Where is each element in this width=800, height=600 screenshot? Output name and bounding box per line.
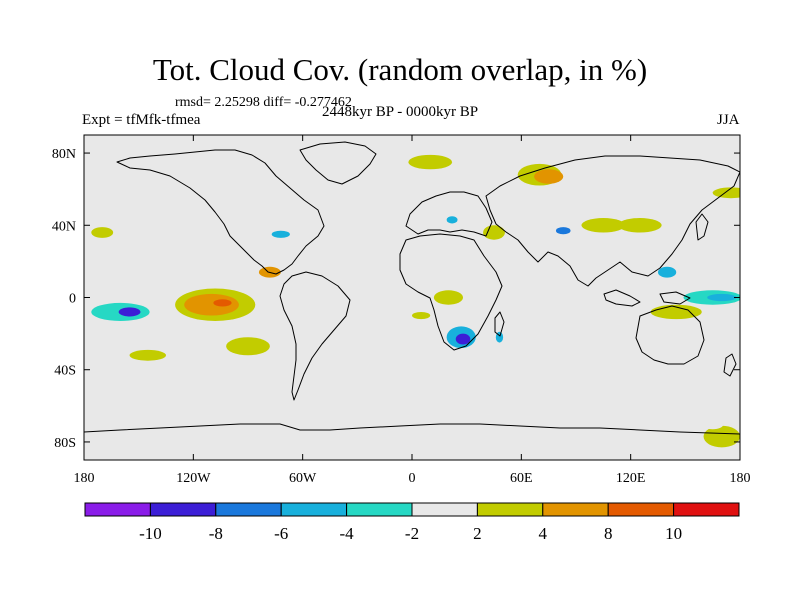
coast-new-guinea [659,291,691,305]
colorbar-swatch [476,502,544,517]
anomaly-blob [514,212,566,238]
colorbar-swatch [149,502,217,517]
anomaly-blob [446,216,458,224]
anomaly-blob [630,255,686,285]
x-tick-label: 0 [409,471,416,486]
colorbar-swatch [280,502,348,517]
anomaly-blob [588,246,618,258]
coast-japan [695,213,709,241]
anomaly-blob [483,225,505,240]
y-tick-label: 80S [54,436,76,451]
coast-south-america [279,271,351,401]
coast-madagascar [494,311,505,337]
anomaly-blob [319,225,341,237]
anomaly-blob [129,349,166,361]
x-tick-label: 60E [510,471,533,486]
y-tick-label: 80N [52,147,76,162]
anomaly-layer [84,154,740,448]
colorbar-swatch [542,502,609,517]
colorbar-swatch [411,502,478,517]
plot-title: Tot. Cloud Cov. (random overlap, in %) [152,52,648,87]
colorbar-label: 8 [604,524,613,543]
anomaly-blob [503,400,540,412]
colorbar-label: 2 [473,524,482,543]
coastlines [84,141,740,435]
anomaly-blob [271,230,290,238]
period-label: 2448kyr BP - 0000kyr BP [322,104,479,120]
anomaly-blob [455,333,471,345]
stats-text: rmsd= 2.25298 diff= -0.277462 [175,95,352,110]
x-tick-label: 120W [176,471,211,486]
anomaly-blob [625,337,655,349]
anomaly-blob [433,290,464,305]
anomaly-blob [213,299,232,307]
anomaly-blob [566,422,640,433]
x-tick-label: 180 [730,471,751,486]
anomaly-blob [701,418,724,430]
season-label: JJA [717,112,740,128]
anomaly-blob [712,187,740,199]
coast-australia [635,305,705,365]
anomaly-blob [534,169,564,184]
colorbar-label: 10 [665,524,682,543]
x-tick-label: 60W [289,471,317,486]
anomaly-blob [184,293,239,316]
anomaly-blob [84,436,103,448]
colorbar-label: -8 [209,524,223,543]
anomaly-blob [703,425,740,448]
coast-indonesia [603,289,641,307]
coast-europe [405,191,493,237]
colorbar-swatch [673,502,740,517]
colorbar-label: -4 [340,524,355,543]
coast-greenland [299,141,377,185]
anomaly-blob [169,238,199,248]
map-axes: 180 120W 60W 0 60E 120E 180 80N 40N 0 40S 80S [52,135,751,486]
colorbar-swatch [215,502,282,517]
experiment-label: Expt = tfMfk-tfmea [82,112,201,128]
anomaly-blob [581,218,626,233]
coast-north-america [116,149,325,275]
anomaly-blob [297,272,327,287]
coast-antarctica [84,423,740,435]
anomaly-blob [339,324,358,343]
colorbar: -10 -8 -6 -4 -2 2 4 8 10 [84,502,740,543]
y-tick-label: 0 [69,292,76,307]
colorbar-label: -2 [405,524,419,543]
coast-asia [485,155,740,287]
anomaly-blob [617,218,662,233]
anomaly-blob [408,154,453,170]
colorbar-label: -10 [139,524,162,543]
x-tick-label: 120E [616,471,646,486]
anomaly-blob [91,227,114,238]
anomaly-blob [348,425,422,441]
colorbar-label: 4 [539,524,548,543]
anomaly-blob [658,266,677,278]
coast-africa [399,233,503,351]
anomaly-blob [412,311,431,320]
anomaly-blob [118,307,141,317]
y-tick-label: 40N [52,219,76,234]
x-tick-label: 180 [74,471,95,486]
anomaly-blob [226,337,270,356]
anomaly-blob [220,187,258,202]
colorbar-swatch [346,502,413,517]
anomaly-blob [707,293,737,302]
colorbar-swatch [607,502,675,517]
colorbar-swatch [84,502,151,517]
anomaly-blob [275,353,330,368]
anomaly-blob [555,227,571,235]
colorbar-label: -6 [274,524,288,543]
y-tick-label: 40S [54,364,76,379]
coast-new-zealand [723,353,737,377]
